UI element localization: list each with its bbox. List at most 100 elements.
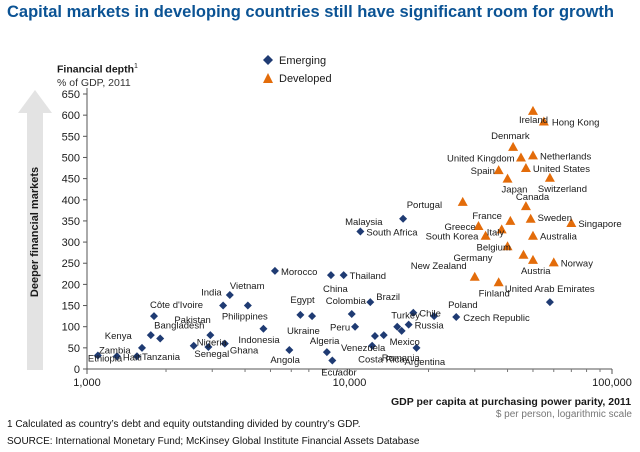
point-malaysia [399, 214, 408, 223]
y-axis-unit: % of GDP, 2011 [57, 76, 131, 89]
label-tanzania: Tanzania [142, 352, 181, 363]
point-united-states [520, 163, 531, 173]
point-thailand [339, 271, 348, 280]
label-romania: Romania [382, 353, 421, 364]
point-spain [493, 165, 504, 175]
point-mexico [397, 326, 406, 335]
label-australia: Australia [540, 232, 578, 243]
point-senegal [204, 343, 213, 351]
label-costa-rica: Costa Rica [358, 355, 405, 366]
point-venezuela [370, 332, 379, 340]
y-tick-label: 450 [62, 174, 80, 186]
label-pakistan: Pakistan [174, 315, 210, 326]
point-norway [548, 257, 559, 267]
label-greece: Greece [444, 222, 475, 233]
point-india [219, 301, 228, 310]
label-egypt: Egypt [290, 295, 315, 306]
label-nigeria: Nigeria [197, 338, 228, 349]
label-france: France [472, 211, 502, 222]
point-bangladesh [156, 334, 165, 343]
point-ghana [220, 339, 229, 348]
point-costa-rica [368, 341, 377, 350]
point-denmark [508, 141, 519, 151]
label-venezuela: Venezuela [341, 343, 386, 354]
label-colombia: Colombia [326, 296, 367, 307]
data-points [93, 105, 577, 365]
y-tick-label: 500 [62, 152, 80, 164]
label-russia: Russia [415, 321, 445, 332]
point-france [505, 215, 516, 225]
deeper-markets-arrow: Deeper financial markets [18, 90, 52, 370]
label-south-africa: South Africa [366, 228, 418, 239]
label-united-kingdom: United Kingdom [447, 153, 515, 164]
label-morocco: Morocco [281, 267, 317, 278]
point-romania [379, 331, 388, 340]
label-finland: Finland [479, 288, 510, 299]
point-russia [404, 320, 413, 329]
label-united-states: United States [533, 164, 590, 175]
label-belgium: Belgium [477, 242, 511, 253]
point-pakistan [206, 331, 215, 340]
label-czech-republic: Czech Republic [463, 313, 530, 324]
y-tick-label: 250 [62, 258, 80, 270]
point-c-te-d-ivoire [150, 312, 159, 321]
label-peru: Peru [330, 323, 350, 334]
x-tick-label: 100,000 [592, 377, 632, 389]
y-tick-label: 0 [74, 364, 80, 376]
label-new-zealand: New Zealand [411, 261, 467, 272]
point-algeria [322, 348, 331, 357]
label-c-te-d-ivoire: Côte d'Ivoire [150, 300, 203, 311]
label-philippines: Philippines [222, 312, 268, 323]
label-portugal: Portugal [407, 200, 442, 211]
point-tanzania [137, 343, 146, 352]
legend-triangle-icon [263, 72, 273, 83]
point-ethiopia [93, 351, 102, 360]
label-spain: Spain [471, 166, 495, 177]
point-hong-kong [538, 116, 549, 126]
point-chile [409, 308, 418, 317]
label-italy: Italy [487, 227, 505, 238]
label-indonesia: Indonesia [238, 335, 280, 346]
label-india: India [201, 288, 222, 299]
label-canada: Canada [516, 192, 550, 203]
y-axis-title: Financial depth [57, 63, 135, 76]
label-malaysia: Malaysia [345, 217, 383, 228]
point-sweden [525, 213, 536, 223]
point-brazil [366, 298, 375, 307]
x-tick-label: 1,000 [73, 377, 101, 389]
y-tick-label: 300 [62, 237, 80, 249]
y-tick-label: 400 [62, 195, 80, 207]
label-sweden: Sweden [538, 213, 572, 224]
footnote: 1 Calculated as country’s debt and equit… [7, 419, 361, 430]
label-kenya: Kenya [105, 331, 133, 342]
label-bangladesh: Bangladesh [154, 321, 204, 332]
point-vietnam [225, 290, 234, 299]
label-turkey: Turkey [391, 311, 420, 322]
label-poland: Poland [448, 300, 478, 311]
point-belgium [502, 241, 513, 251]
point-argentina [412, 343, 421, 352]
point-ireland [527, 105, 538, 115]
label-vietnam: Vietnam [230, 281, 265, 292]
y-tick-label: 650 [62, 89, 80, 101]
y-axis-header: Financial depth1 % of GDP, 2011 [57, 60, 138, 90]
x-axis-unit: $ per person, logarithmic scale [495, 409, 632, 420]
point-greece [473, 221, 484, 230]
label-switzerland: Switzerland [538, 184, 587, 195]
legend-label-developed: Developed [279, 73, 332, 85]
label-ethiopia: Ethiopia [88, 353, 123, 364]
point-austria [527, 254, 538, 264]
y-tick-label: 150 [62, 301, 80, 313]
legend-item-emerging: Emerging [263, 52, 332, 70]
point-indonesia [259, 324, 268, 333]
legend-label-emerging: Emerging [279, 55, 327, 67]
point-singapore [566, 218, 577, 228]
point-new-zealand [469, 271, 480, 281]
point-egypt [296, 310, 305, 319]
point-turkey [393, 322, 402, 331]
point-south-korea [480, 230, 491, 240]
point-ecuador [328, 356, 337, 365]
point-czech-republic [452, 312, 461, 321]
label-ghana: Ghana [230, 346, 259, 357]
